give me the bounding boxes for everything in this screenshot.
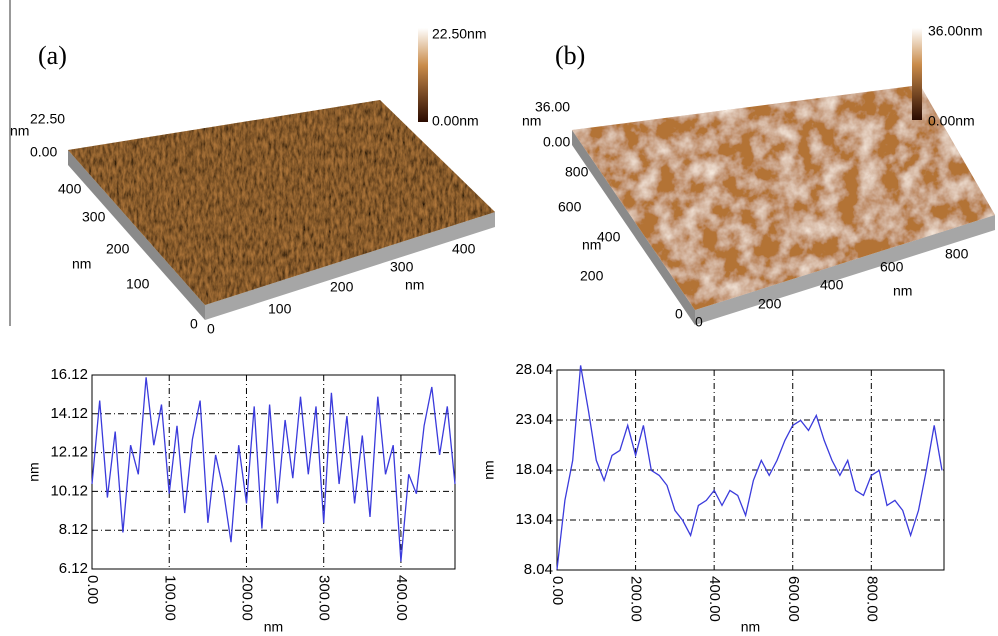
y-tick-label: 13.04 bbox=[515, 511, 553, 528]
panel-label: (b) bbox=[555, 41, 585, 70]
z-tick: 22.50 bbox=[30, 111, 65, 127]
x-unit: nm bbox=[405, 277, 424, 293]
x-tick: 0 bbox=[695, 314, 703, 330]
z-tick: 0.00 bbox=[30, 144, 57, 160]
x-tick: 200 bbox=[330, 279, 354, 295]
y-tick-label: 10.12 bbox=[50, 482, 88, 499]
y-tick-label: 28.04 bbox=[515, 361, 553, 378]
y-axis-label: nm bbox=[481, 460, 497, 479]
y-tick-label: 14.12 bbox=[50, 405, 88, 422]
y-tick-label: 8.04 bbox=[524, 561, 553, 578]
panel-b: (b) 36.00nm 0.00nm 36.00 nm 0.00 800 600… bbox=[522, 23, 995, 330]
y-tick: 0 bbox=[675, 306, 683, 322]
x-tick-label: 400.00 bbox=[393, 575, 410, 621]
colorbar-min: 0.00nm bbox=[432, 113, 479, 129]
z-unit: nm bbox=[522, 113, 541, 129]
surface bbox=[572, 85, 995, 310]
colorbar bbox=[912, 28, 922, 120]
x-tick-label: 0.00 bbox=[84, 575, 101, 604]
side-face bbox=[572, 130, 695, 325]
y-tick: 600 bbox=[558, 199, 582, 215]
x-tick: 0 bbox=[207, 321, 215, 337]
colorbar-max: 36.00nm bbox=[928, 23, 982, 39]
y-tick: 400 bbox=[58, 181, 82, 197]
surface bbox=[68, 100, 495, 305]
y-tick: 300 bbox=[82, 209, 106, 225]
y-tick: 400 bbox=[597, 229, 621, 245]
z-unit: nm bbox=[10, 123, 29, 139]
y-tick: 800 bbox=[565, 164, 589, 180]
y-unit: nm bbox=[582, 237, 601, 253]
colorbar bbox=[418, 28, 428, 122]
y-tick-label: 18.04 bbox=[515, 461, 553, 478]
x-tick-label: 800.00 bbox=[863, 576, 880, 622]
x-axis-label: nm bbox=[741, 619, 760, 635]
x-tick-label: 400.00 bbox=[706, 576, 723, 622]
side-face bbox=[205, 212, 495, 320]
profile-line bbox=[91, 377, 456, 562]
side-face bbox=[695, 215, 995, 325]
profile-line bbox=[556, 365, 943, 570]
y-tick: 200 bbox=[580, 268, 604, 284]
y-tick-label: 6.12 bbox=[59, 560, 88, 577]
x-tick: 800 bbox=[945, 246, 969, 262]
x-tick-label: 200.00 bbox=[238, 575, 255, 621]
x-tick: 300 bbox=[390, 259, 414, 275]
x-tick-label: 0.00 bbox=[549, 576, 566, 605]
x-tick-label: 600.00 bbox=[785, 576, 802, 622]
y-tick: 0 bbox=[190, 316, 198, 332]
x-tick: 400 bbox=[820, 277, 844, 293]
x-tick: 100 bbox=[268, 301, 292, 317]
y-tick-label: 12.12 bbox=[50, 444, 88, 461]
z-tick: 0.00 bbox=[543, 134, 570, 150]
y-tick: 200 bbox=[106, 241, 130, 257]
panel-label: (a) bbox=[38, 41, 67, 70]
y-tick: 100 bbox=[126, 276, 150, 292]
x-tick: 200 bbox=[758, 296, 782, 312]
x-tick-label: 100.00 bbox=[161, 575, 178, 621]
panel-a: (a) 22.50nm 0.00nm 22.50 nm 0.00 400 300… bbox=[10, 26, 495, 337]
z-tick: 36.00 bbox=[535, 99, 570, 115]
x-unit: nm bbox=[893, 283, 912, 299]
x-tick: 600 bbox=[880, 259, 904, 275]
colorbar-max: 22.50nm bbox=[432, 26, 486, 42]
x-axis-label: nm bbox=[264, 619, 283, 635]
y-tick-label: 8.12 bbox=[59, 521, 88, 538]
y-tick-label: 16.12 bbox=[50, 366, 88, 383]
side-face bbox=[68, 150, 205, 320]
x-tick: 400 bbox=[452, 241, 476, 257]
y-tick-label: 23.04 bbox=[515, 411, 553, 428]
colorbar-min: 0.00nm bbox=[928, 113, 975, 129]
y-unit: nm bbox=[72, 256, 91, 272]
x-tick-label: 300.00 bbox=[316, 575, 333, 621]
y-axis-label: nm bbox=[26, 462, 42, 481]
x-tick-label: 200.00 bbox=[628, 576, 645, 622]
